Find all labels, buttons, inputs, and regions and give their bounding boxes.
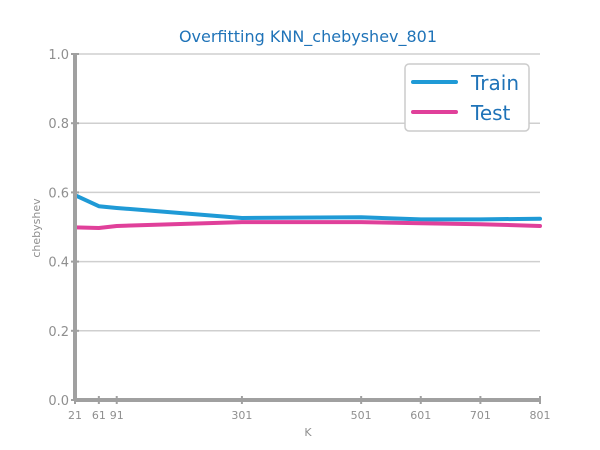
ytick-layer: 0.0 0.2 0.4 0.6 0.8 1.0 bbox=[48, 48, 79, 409]
y-tick-label: 0.6 bbox=[48, 186, 69, 201]
x-tick-label: 21 bbox=[68, 409, 82, 422]
xtick-layer: 21 61 91 301 501 601 701 801 bbox=[68, 396, 551, 422]
legend-items: Train Test bbox=[411, 71, 519, 125]
series-line-test bbox=[73, 220, 542, 231]
y-tick-label: 0.4 bbox=[48, 256, 69, 271]
legend-label-test: Test bbox=[470, 101, 511, 125]
y-axis-label: chebyshev bbox=[30, 198, 43, 258]
x-axis-label: K bbox=[304, 426, 312, 439]
y-tick-label: 1.0 bbox=[48, 48, 69, 63]
x-tick-label: 301 bbox=[231, 409, 252, 422]
chart-title: Overfitting KNN_chebyshev_801 bbox=[179, 27, 437, 47]
y-tick-label: 0.2 bbox=[48, 325, 69, 340]
series-line-train bbox=[73, 193, 542, 222]
x-tick-label: 701 bbox=[470, 409, 491, 422]
x-tick-label: 601 bbox=[410, 409, 431, 422]
x-tick-label: 801 bbox=[530, 409, 551, 422]
y-tick-label: 0.8 bbox=[48, 117, 69, 132]
grid-layer bbox=[75, 53, 540, 332]
x-tick-label: 61 bbox=[92, 409, 106, 422]
series-layer bbox=[73, 193, 542, 231]
x-tick-label: 91 bbox=[110, 409, 124, 422]
x-tick-label: 501 bbox=[351, 409, 372, 422]
y-tick-label: 0.0 bbox=[48, 394, 69, 409]
legend-label-train: Train bbox=[470, 71, 519, 95]
legend: Train Test bbox=[404, 63, 530, 132]
